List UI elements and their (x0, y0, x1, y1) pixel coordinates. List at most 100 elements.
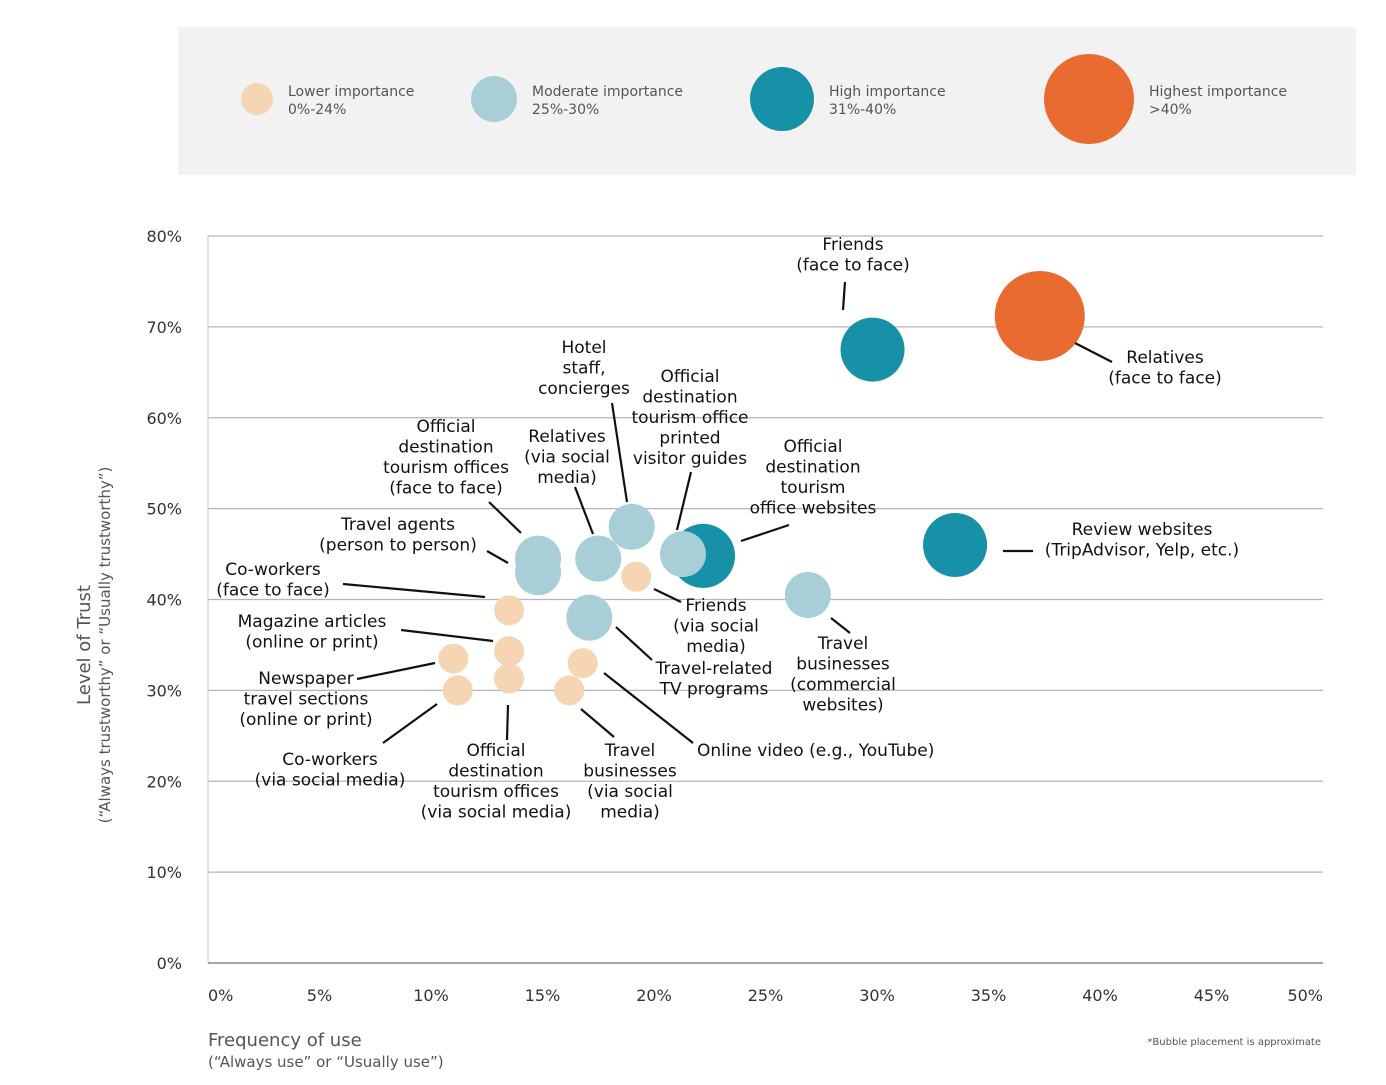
bubble-label-line: (face to face) (796, 256, 910, 276)
legend-label-0: Lower importance (288, 84, 414, 100)
bubble-label-line: Online video (e.g., YouTube) (697, 741, 934, 761)
bubble-label-line: destination (642, 388, 737, 408)
leader-line-6 (573, 486, 595, 535)
x-tick-label: 45% (1194, 986, 1230, 1005)
legend-label-1: Moderate importance (532, 84, 683, 100)
x-tick-label: 10% (413, 986, 449, 1005)
bubble-12 (494, 595, 525, 626)
bubble-5 (608, 503, 655, 550)
x-axis-subtitle: (“Always use” or “Usually use”) (208, 1053, 444, 1071)
bubble-13 (494, 636, 525, 667)
bubble-label-line: visitor guides (633, 449, 747, 469)
bubble-10 (566, 594, 613, 641)
bubble-label-10: Travel-related TV programs (655, 659, 773, 700)
bubble-label-line: Travel (604, 741, 656, 761)
bubble-label-line: businesses (583, 762, 677, 782)
bubble-label-line: media) (600, 803, 660, 823)
grid-lines (208, 235, 1323, 873)
bubble-label-line: tourism (781, 478, 846, 498)
y-tick-label: 0% (157, 954, 182, 973)
y-tick-label: 50% (146, 500, 182, 519)
legend-label-2: High importance (829, 84, 946, 100)
bubble-label-line: Review websites (1072, 520, 1213, 540)
bubble-label-line: Hotel (561, 338, 606, 358)
x-tick-label: 15% (525, 986, 561, 1005)
legend: Lower importance 0%-24% Moderate importanc… (241, 54, 1287, 144)
leader-line-13 (400, 628, 494, 643)
bubble-label-line: office websites (750, 499, 877, 519)
bubble-label-15: Co-workers (via social media) (255, 750, 406, 791)
y-tick-label: 10% (146, 863, 182, 882)
y-tick-label: 30% (146, 681, 182, 700)
bubble-label-line: tourism offices (433, 782, 559, 802)
bubble-label-line: Newspaper (258, 669, 353, 689)
x-tick-label: 40% (1082, 986, 1118, 1005)
legend-bubble-3 (1044, 54, 1134, 144)
bubble-1 (994, 270, 1085, 361)
bubble-label-line: Magazine articles (238, 612, 387, 632)
leader-line-11 (653, 588, 682, 603)
leader-line-16 (505, 704, 510, 741)
leader-line-5 (610, 402, 629, 503)
bubble-label-18: Online video (e.g., YouTube) (697, 741, 934, 761)
legend-range-1: 25%-30% (532, 102, 599, 118)
bubble-label-0: Friends (face to face) (796, 235, 910, 276)
bubble-label-line: websites) (802, 696, 883, 716)
y-tick-label: 80% (146, 227, 182, 246)
x-tick-labels: 0% 5% 10% 15% 20% 25% 30% 35% 40% 45% 50% (208, 986, 1323, 1005)
bubble-9 (784, 571, 831, 618)
bubble-label-line: Official (783, 437, 842, 457)
leader-line-17 (580, 708, 615, 738)
bubble-15 (442, 675, 473, 706)
bubbles (438, 270, 1085, 706)
x-tick-label: 25% (748, 986, 784, 1005)
bubble-label-line: (online or print) (245, 633, 378, 653)
bubble-label-16: Official destination tourism offices (via s… (421, 741, 572, 823)
legend-bubble-0 (241, 83, 273, 115)
bubble-label-14: Newspaper travel sections (online or print… (239, 669, 372, 730)
bubble-label-line: TV programs (659, 680, 769, 700)
bubble-8 (515, 549, 562, 596)
bubble-label-1: Relatives (face to face) (1108, 348, 1222, 389)
bubble-label-3: Official destination tourism office website… (750, 437, 877, 519)
bubble-label-line: tourism offices (383, 458, 509, 478)
leader-line-9 (830, 617, 851, 634)
bubble-label-12: Co-workers (face to face) (216, 560, 330, 601)
x-tick-label: 20% (636, 986, 672, 1005)
x-tick-label: 30% (859, 986, 895, 1005)
bubble-14 (438, 643, 469, 674)
bubble-label-line: destination (765, 458, 860, 478)
bubble-label-17: Travel businesses (via social media) (583, 741, 677, 823)
bubble-label-line: concierges (538, 379, 630, 399)
leader-line-10 (615, 626, 653, 661)
y-tick-label: 20% (146, 772, 182, 791)
bubble-17 (554, 675, 585, 706)
legend-bubble-2 (750, 67, 814, 131)
bubble-label-line: media) (537, 468, 597, 488)
y-tick-labels: 0% 10% 20% 30% 40% 50% 60% 70% 80% (146, 227, 182, 973)
y-axis-subtitle: (“Always trustworthy” or “Usually trustw… (96, 467, 114, 824)
bubble-label-4: Official destination tourism office printed… (631, 367, 748, 469)
bubble-label-line: (via social media) (421, 803, 572, 823)
bubble-label-9: Travel businesses (commercial websites) (790, 634, 896, 716)
x-tick-label: 0% (208, 986, 233, 1005)
bubble-label-line: printed (659, 429, 720, 449)
bubble-label-line: (face to face) (1108, 369, 1222, 389)
bubble-18 (567, 648, 598, 679)
bubble-label-line: (face to face) (389, 479, 503, 499)
leader-line-18 (603, 672, 694, 744)
y-tick-label: 70% (146, 318, 182, 337)
bubble-label-13: Magazine articles (online or print) (238, 612, 387, 653)
bubble-label-2: Review websites (TripAdvisor, Yelp, etc.) (1045, 520, 1239, 561)
bubble-label-line: Relatives (528, 427, 606, 447)
bubble-label-line: Official (466, 741, 525, 761)
leader-line-1 (1074, 342, 1113, 363)
legend-label-3: Highest importance (1149, 84, 1287, 100)
leader-line-4 (675, 471, 693, 531)
bubble-label-line: Travel (817, 634, 869, 654)
bubble-16 (494, 663, 525, 694)
bubble-label-line: (commercial (790, 675, 896, 695)
bubble-label-7: Official destination tourism offices (face … (383, 417, 509, 499)
bubble-label-6: Relatives (via social media) (524, 427, 610, 488)
